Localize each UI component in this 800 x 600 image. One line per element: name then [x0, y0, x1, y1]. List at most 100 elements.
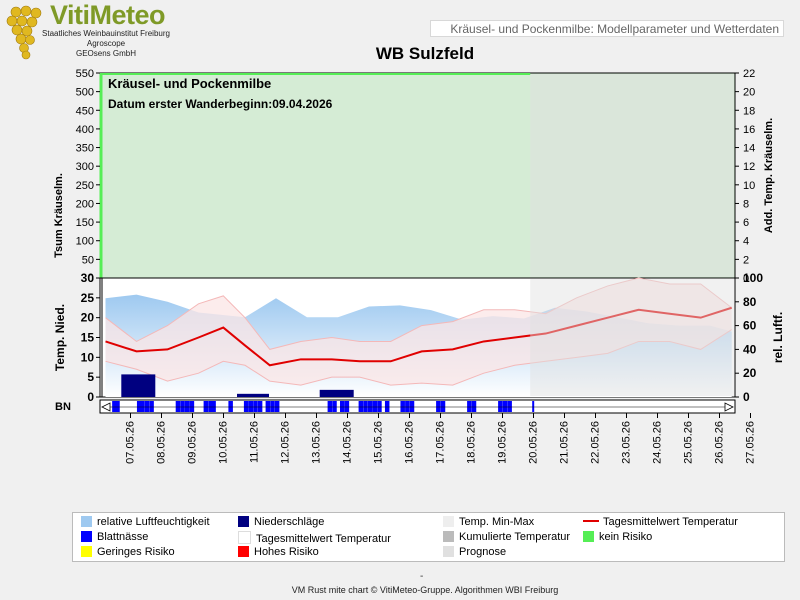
upper-right-tick-label: 12 — [743, 161, 755, 173]
lower-right-tick-label: 100 — [743, 271, 763, 285]
legend: relative Luftfeuchtigkeit Niederschläge Te… — [72, 512, 785, 562]
upper-right-tick-label: 18 — [743, 105, 755, 117]
x-tick-label: 08.05.26 — [156, 421, 168, 464]
leaf-wetness-mark — [340, 401, 345, 412]
legend-item: Niederschläge — [238, 516, 324, 528]
legend-swatch — [443, 516, 454, 527]
lower-left-tick-label: 15 — [81, 331, 95, 345]
logo: VitiMeteo Staatliches Weinbauinstitut Fr… — [4, 0, 204, 60]
legend-swatch — [238, 546, 249, 557]
upper-right-tick-label: 22 — [743, 68, 755, 80]
upper-left-tick-label: 300 — [76, 161, 94, 173]
upper-chart-annotation: Datum erster Wanderbeginn:09.04.2026 — [108, 97, 333, 111]
leaf-wetness-mark — [367, 401, 373, 412]
legend-swatch — [238, 531, 251, 544]
leaf-wetness-mark — [149, 401, 154, 412]
upper-right-tick-label: 4 — [743, 236, 749, 248]
leaf-wetness-mark — [502, 401, 508, 412]
leaf-wetness-mark — [140, 401, 145, 412]
upper-left-tick-label: 150 — [76, 217, 94, 229]
temp-min-line — [105, 329, 732, 386]
legend-swatch — [443, 531, 454, 542]
leaf-wetness-mark — [185, 401, 190, 412]
upper-left-tick-label: 250 — [76, 180, 94, 192]
legend-swatch — [583, 531, 594, 542]
precip-bar — [121, 374, 156, 397]
upper-left-tick-label: 200 — [76, 198, 94, 210]
lower-left-tick-label: 25 — [81, 291, 95, 305]
legend-item: Hohes Risiko — [238, 546, 319, 558]
x-tick-label: 26.05.26 — [714, 421, 726, 464]
leaf-wetness-mark — [253, 401, 258, 412]
mean-temp-line — [105, 306, 733, 367]
grape-logo-icon — [6, 5, 42, 60]
x-tick-label: 13.05.26 — [311, 421, 323, 464]
lower-right-tick-label: 0 — [743, 390, 750, 404]
leaf-wetness-mark — [377, 401, 382, 412]
temp-max-line — [105, 277, 733, 350]
leaf-wetness-mark — [358, 401, 364, 412]
leaf-wetness-mark — [243, 401, 249, 412]
upper-left-tick-label: 500 — [76, 87, 94, 99]
lower-right-axis-label: rel. Luftf. — [771, 312, 785, 363]
leaf-wetness-mark — [175, 401, 181, 412]
leaf-wetness-mark — [498, 401, 503, 412]
x-tick-label: 15.05.26 — [373, 421, 385, 464]
leaf-wetness-mark — [363, 401, 368, 412]
x-tick-label: 25.05.26 — [683, 421, 695, 464]
leaf-wetness-mark — [372, 401, 378, 412]
leaf-wetness-mark — [327, 401, 333, 412]
upper-right-tick-label: 14 — [743, 143, 755, 155]
brand-title: VitiMeteo — [50, 0, 166, 30]
legend-item: Blattnässe — [81, 531, 148, 543]
subtitle-line-1: Staatliches Weinbauinstitut Freiburg — [42, 29, 170, 38]
x-tick-label: 21.05.26 — [559, 421, 571, 464]
upper-right-axis-label: Add. Temp. Kräuselm. — [763, 118, 775, 233]
legend-label: Temp. Min-Max — [459, 516, 535, 528]
lower-left-axis-label: Temp. Nied. — [53, 304, 67, 371]
legend-item: Temp. Min-Max — [443, 516, 534, 528]
legend-label: Tagesmittelwert Temperatur — [603, 516, 738, 528]
upper-right-tick-label: 2 — [743, 254, 749, 266]
legend-label: Geringes Risiko — [97, 546, 175, 558]
x-tick-label: 23.05.26 — [621, 421, 633, 464]
leaf-wetness-mark — [203, 401, 209, 412]
x-tick-label: 14.05.26 — [342, 421, 354, 464]
legend-label: Prognose — [459, 546, 507, 558]
leaf-wetness-mark — [507, 401, 512, 412]
lower-left-tick-label: 5 — [87, 370, 94, 384]
footer-credit: VM Rust mite chart © VitiMeteo-Gruppe. A… — [291, 585, 559, 595]
precip-bar — [319, 389, 354, 397]
x-tick-label: 20.05.26 — [528, 421, 540, 464]
legend-item: kein Risiko — [583, 531, 652, 543]
upper-left-tick-label: 400 — [76, 124, 94, 136]
x-tick-label: 07.05.26 — [125, 421, 137, 464]
legend-swatch — [238, 516, 249, 527]
subtitle-line-3: GEOsens GmbH — [75, 49, 136, 58]
leaf-wetness-mark — [332, 401, 337, 412]
upper-left-axis-label: Tsum Kräuselm. — [53, 173, 65, 258]
bn-label: BN — [55, 401, 71, 413]
station-title: WB Sulzfeld — [375, 44, 475, 63]
upper-left-tick-label: 550 — [76, 68, 94, 80]
leaf-wetness-mark — [112, 401, 117, 412]
legend-label: Blattnässe — [97, 531, 149, 543]
leaf-wetness-mark — [248, 401, 254, 412]
legend-item: Geringes Risiko — [81, 546, 175, 558]
legend-label: Hohes Risiko — [254, 546, 319, 558]
x-tick-label: 10.05.26 — [218, 421, 230, 464]
x-tick-label: 11.05.26 — [249, 421, 261, 463]
upper-right-tick-label: 16 — [743, 124, 755, 136]
leaf-wetness-mark — [440, 401, 446, 412]
upper-forecast-region — [530, 74, 734, 277]
bn-forecast-gap — [534, 401, 734, 412]
upper-right-tick-label: 6 — [743, 217, 749, 229]
lower-left-tick-label: 30 — [81, 271, 95, 285]
legend-item: Tagesmittelwert Temperatur — [238, 531, 391, 545]
leaf-wetness-mark — [384, 401, 390, 412]
leaf-wetness-mark — [144, 401, 150, 412]
upper-left-tick-label: 450 — [76, 105, 94, 117]
leaf-wetness-mark — [265, 401, 271, 412]
leaf-wetness-mark — [211, 401, 216, 412]
leaf-wetness-mark — [405, 401, 410, 412]
